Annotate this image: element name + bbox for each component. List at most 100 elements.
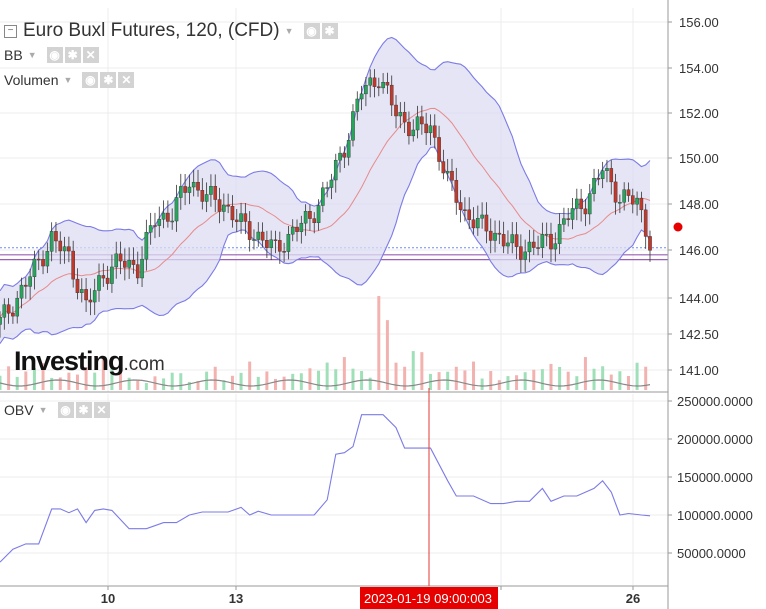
candle-body xyxy=(153,225,157,227)
candle-body xyxy=(135,264,140,279)
candle-body xyxy=(234,219,239,222)
volume-bar xyxy=(265,371,269,390)
close-icon[interactable]: ✕ xyxy=(93,402,110,418)
candle-body xyxy=(445,170,450,174)
crosshair-time-box xyxy=(360,587,498,609)
volume-bar xyxy=(618,371,622,390)
gear-icon[interactable]: ✱ xyxy=(75,402,92,418)
candle-body xyxy=(127,259,131,268)
candle-body xyxy=(329,179,334,188)
candle-body xyxy=(381,82,385,89)
candle-body xyxy=(450,170,454,181)
volume-bar xyxy=(385,320,389,390)
volume-bar xyxy=(282,376,286,390)
candle-body xyxy=(389,84,394,106)
candle-body xyxy=(316,205,321,224)
x-tick-label: 13 xyxy=(229,591,243,606)
volume-bar xyxy=(394,362,398,390)
chevron-down-icon[interactable]: ▼ xyxy=(284,26,294,36)
gear-icon[interactable]: ✱ xyxy=(100,72,117,88)
watermark-suffix: .com xyxy=(123,354,165,375)
candle-body xyxy=(19,284,24,299)
obv-tick-label: 250000.0000 xyxy=(677,394,753,409)
candle-body xyxy=(484,214,489,232)
candle-body xyxy=(570,208,575,220)
candle-body xyxy=(575,198,579,209)
volume-bar xyxy=(317,370,321,390)
candle-body xyxy=(312,218,317,224)
volume-bar xyxy=(601,366,605,390)
price-tick-label: 152.00 xyxy=(679,106,719,121)
candle-body xyxy=(437,137,441,162)
candle-body xyxy=(183,186,187,193)
close-icon[interactable]: ✕ xyxy=(82,47,99,63)
candle-body xyxy=(75,278,80,293)
candle-body xyxy=(428,125,433,134)
candle-body xyxy=(239,213,243,222)
candle-body xyxy=(506,242,510,247)
candle-body xyxy=(527,241,532,253)
candle-body xyxy=(441,161,446,174)
eye-icon[interactable]: ◉ xyxy=(46,47,63,63)
chevron-down-icon[interactable]: ▼ xyxy=(63,75,73,85)
volume-bar xyxy=(351,368,355,390)
candle-body xyxy=(579,198,583,210)
gear-icon[interactable]: ✱ xyxy=(321,23,338,39)
candle-body xyxy=(342,152,347,158)
candle-body xyxy=(523,251,527,260)
volume-bar xyxy=(213,366,217,390)
eye-icon[interactable]: ◉ xyxy=(57,402,74,418)
candle-body xyxy=(0,317,2,325)
candle-body xyxy=(463,209,467,211)
candle-body xyxy=(92,290,97,303)
candle-body xyxy=(531,241,536,248)
gear-icon[interactable]: ✱ xyxy=(64,47,81,63)
volume-label: Volumen xyxy=(4,72,59,88)
eye-icon[interactable]: ◉ xyxy=(303,23,320,39)
candle-body xyxy=(432,125,437,138)
chevron-down-icon[interactable]: ▼ xyxy=(38,405,48,415)
volume-bar xyxy=(635,362,639,390)
volume-bar xyxy=(420,352,424,390)
price-tick-label: 141.00 xyxy=(679,363,719,378)
candle-body xyxy=(338,152,342,161)
candle-body xyxy=(217,199,222,212)
bb-band-fill xyxy=(0,37,650,344)
candle-body xyxy=(110,266,114,284)
candle-body xyxy=(424,123,428,134)
candle-body xyxy=(222,204,226,212)
volume-bar xyxy=(75,374,79,390)
candle-body xyxy=(333,159,338,181)
price-tick-label: 150.00 xyxy=(679,151,719,166)
volume-bar xyxy=(291,373,295,390)
candle-body xyxy=(592,178,596,194)
candle-body xyxy=(157,219,162,226)
crosshair-layer: 2023-01-19 09:00:003 xyxy=(360,388,498,609)
volume-bar xyxy=(540,369,544,390)
candle-body xyxy=(635,197,639,205)
volume-bar xyxy=(256,376,260,390)
eye-icon[interactable]: ◉ xyxy=(82,72,99,88)
candle-body xyxy=(514,234,519,247)
volume-bar xyxy=(566,371,570,390)
volume-bar xyxy=(101,357,105,390)
candle-body xyxy=(123,260,127,268)
close-icon[interactable]: ✕ xyxy=(118,72,135,88)
volume-legend: Volumen ▼ ◉ ✱ ✕ xyxy=(4,72,136,88)
candle-body xyxy=(415,116,420,131)
bb-label: BB xyxy=(4,47,23,63)
candle-body xyxy=(140,258,144,279)
candle-body xyxy=(544,233,549,236)
chevron-down-icon[interactable]: ▼ xyxy=(27,50,37,60)
volume-bar xyxy=(222,380,226,390)
candle-body xyxy=(605,168,609,171)
volume-bar xyxy=(93,372,97,390)
collapse-toggle[interactable]: − xyxy=(4,24,17,38)
candle-body xyxy=(36,258,41,261)
price-tick-label: 154.00 xyxy=(679,61,719,76)
volume-bar xyxy=(24,371,28,390)
volume-bar xyxy=(609,374,613,390)
candle-body xyxy=(630,195,635,205)
obv-label: OBV xyxy=(4,402,34,418)
candle-body xyxy=(613,181,618,203)
